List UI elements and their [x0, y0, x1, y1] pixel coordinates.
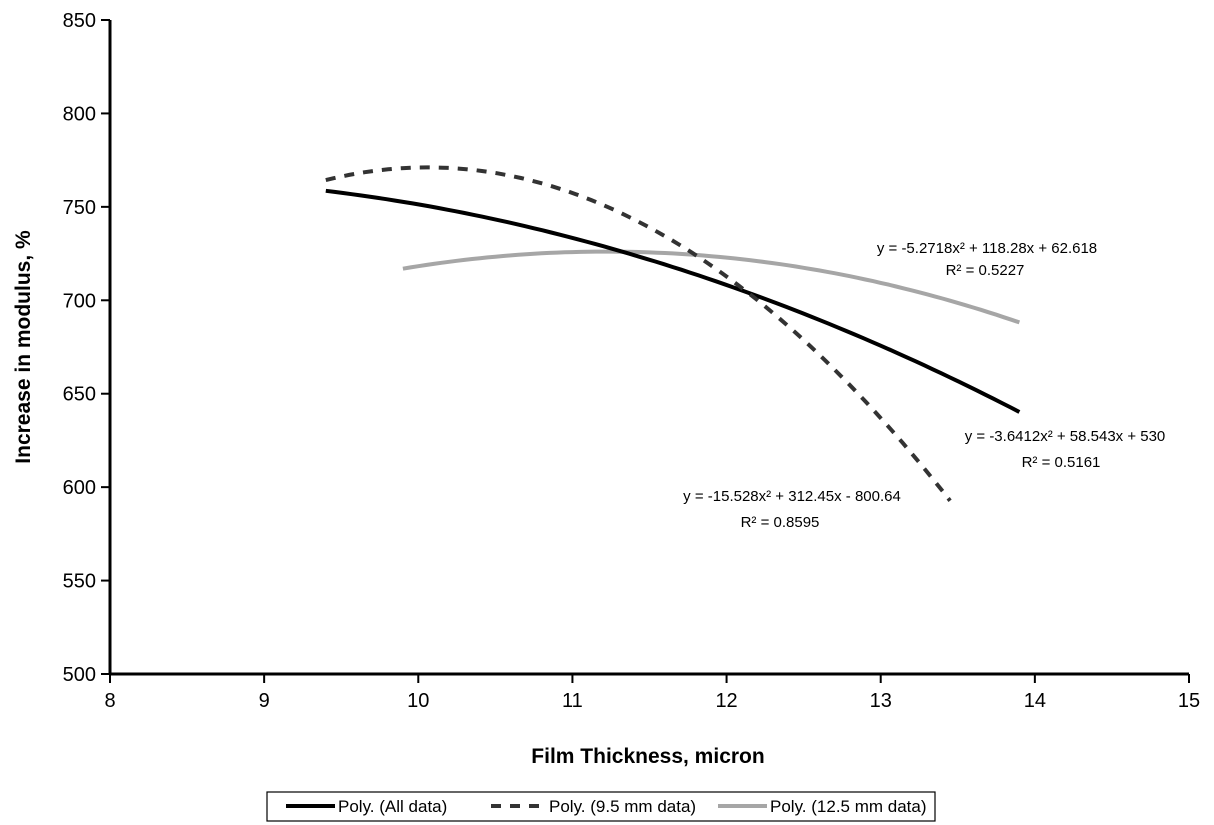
r2-label-9-5mm: R² = 0.8595	[741, 514, 820, 531]
legend-box	[266, 791, 936, 822]
series-layer	[325, 165, 1021, 502]
series-line-all-data	[325, 188, 1021, 414]
y-tick-label: 800	[63, 103, 96, 125]
x-tick-label: 10	[407, 690, 429, 712]
x-tick-label: 12	[715, 690, 737, 712]
series-line-12-5mm	[402, 249, 1021, 325]
legend-label-12-5mm: Poly. (12.5 mm data)	[770, 797, 927, 816]
legend-label-9-5mm: Poly. (9.5 mm data)	[549, 797, 696, 816]
equation-label-all-data: y = -3.6412x² + 58.543x + 530	[965, 428, 1166, 445]
x-tick-label: 9	[259, 690, 270, 712]
equation-label-9-5mm: y = -15.528x² + 312.45x - 800.64	[683, 488, 901, 505]
y-axis-title: Increase in modulus, %	[12, 230, 35, 464]
y-tick-label: 550	[63, 571, 96, 593]
r2-label-all-data: R² = 0.5161	[1022, 454, 1101, 471]
x-tick-label: 11	[562, 690, 583, 712]
legend-label-all-data: Poly. (All data)	[338, 797, 447, 816]
y-tick-label: 700	[63, 290, 96, 312]
x-axis-title: Film Thickness, micron	[531, 745, 764, 768]
y-tick-label: 850	[63, 10, 96, 32]
x-axis-ticks: 8 9 10 11 12 13 14 15	[104, 674, 1200, 712]
y-tick-label: 750	[63, 197, 96, 219]
r2-label-12-5mm: R² = 0.5227	[946, 262, 1025, 279]
y-axis-ticks: 500 550 600 650 700 750 800 850	[63, 10, 110, 686]
y-tick-label: 650	[63, 384, 96, 406]
y-tick-label: 500	[63, 664, 96, 686]
x-tick-label: 15	[1178, 690, 1200, 712]
x-tick-label: 14	[1024, 690, 1046, 712]
x-tick-label: 13	[870, 690, 892, 712]
legend: Poly. (All data) Poly. (9.5 mm data) Pol…	[266, 791, 936, 822]
equation-label-12-5mm: y = -5.2718x² + 118.28x + 62.618	[877, 240, 1097, 257]
y-tick-label: 600	[63, 477, 96, 499]
x-tick-label: 8	[104, 690, 115, 712]
